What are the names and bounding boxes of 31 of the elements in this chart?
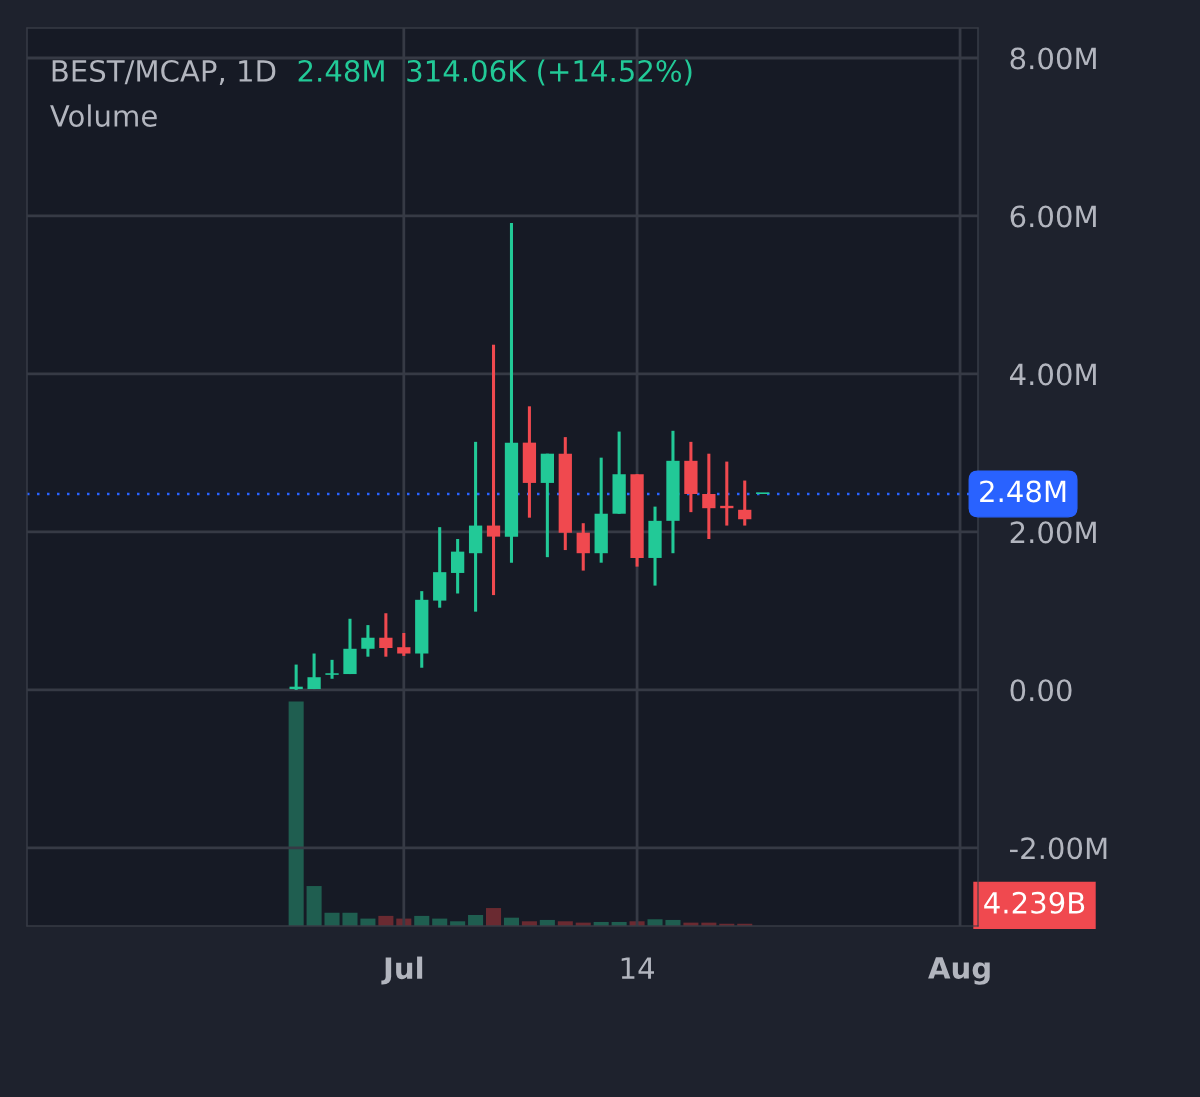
y-tick-label: 8.00M: [1010, 47, 1096, 70]
y-tick-label: 4.00M: [1009, 363, 1096, 386]
text: 4.239B: [984, 891, 1085, 914]
annotation: Volume: [50, 104, 157, 127]
bar: [485, 908, 502, 926]
candlestick: [702, 453, 716, 539]
x-tick-label: 14: [621, 957, 654, 979]
y-tick-label: 2.00M: [1010, 521, 1096, 544]
y-tick-label: 6.00M: [1010, 205, 1096, 228]
bar: [288, 701, 304, 926]
bar: [647, 919, 663, 926]
y-tick-label: -2.00M: [1009, 837, 1107, 860]
candlestick: [738, 480, 752, 526]
bar: [342, 912, 358, 926]
y-tick-label: 0.00: [1010, 679, 1072, 702]
text: 2.48M 314.06K (+14.52%): [298, 59, 692, 86]
bar: [306, 886, 322, 926]
bar: [468, 915, 484, 926]
candlestick: [451, 539, 465, 594]
ref-line-label: 2.48M: [980, 480, 1066, 503]
candlestick: [379, 613, 393, 657]
candlestick: [361, 625, 375, 657]
x-tick-label: Jul: [381, 956, 423, 985]
bar: [324, 912, 340, 926]
candlestick: [576, 523, 590, 571]
candlestick: [486, 344, 501, 597]
text: BEST/MCAP, 1D: [52, 59, 276, 85]
candlestick: [307, 653, 321, 691]
candlestick: [397, 632, 411, 656]
x-tick-label: Aug: [928, 957, 990, 985]
candlestick: [325, 658, 339, 679]
